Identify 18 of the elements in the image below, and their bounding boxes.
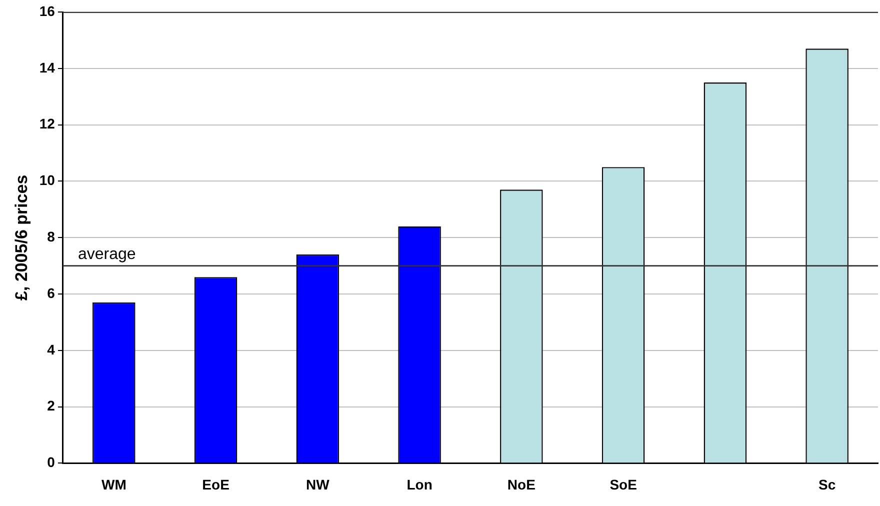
x-tick-label: SoE [610,476,637,492]
x-tick-label: NW [306,476,330,492]
x-tick-label: Lon [406,476,432,492]
y-axis-title: £, 2005/6 prices [12,174,31,300]
y-tick-label: 6 [47,284,56,301]
x-tick-label: NoE [507,476,536,492]
y-tick-label: 16 [39,2,56,19]
x-tick-label: WM [101,476,126,492]
ref-line-label: average [78,246,136,264]
y-tick-label: 2 [47,398,56,414]
x-tick-label: EoE [202,476,230,492]
y-tick-label: 14 [39,59,56,76]
y-tick-label: 0 [47,454,56,470]
y-tick-label: 10 [39,172,56,188]
y-tick-label: 8 [47,228,56,244]
x-tick-label: Sc [818,476,836,492]
y-tick-label: 12 [39,116,56,132]
y-tick-label: 4 [47,341,56,358]
